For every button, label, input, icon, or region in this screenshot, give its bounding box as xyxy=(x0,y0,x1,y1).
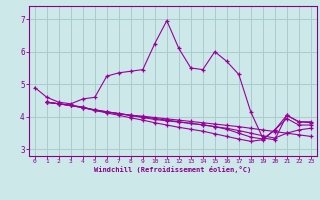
X-axis label: Windchill (Refroidissement éolien,°C): Windchill (Refroidissement éolien,°C) xyxy=(94,166,252,173)
